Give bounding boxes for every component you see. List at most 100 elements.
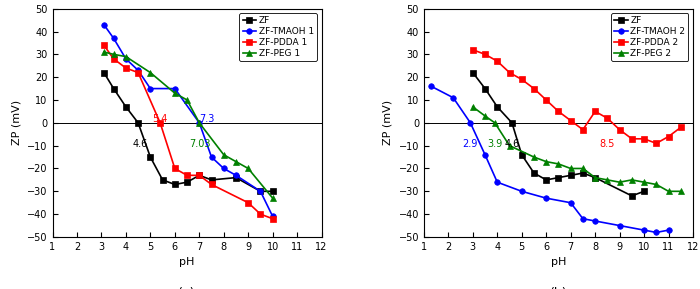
Text: 3.9: 3.9 <box>487 139 503 149</box>
ZF-PDDA 1 <box>256 212 265 216</box>
ZF-TMAOH 2 <box>591 219 599 223</box>
ZF-TMAOH 1 <box>134 68 142 72</box>
ZF <box>99 71 108 74</box>
ZF-TMAOH 1 <box>220 167 228 170</box>
ZF-PEG 1 <box>232 160 240 163</box>
ZF-TMAOH 1 <box>171 87 179 90</box>
ZF <box>554 176 563 179</box>
ZF <box>171 183 179 186</box>
ZF-PDDA 2 <box>603 116 612 120</box>
ZF-PEG 2 <box>664 190 673 193</box>
ZF-PEG 1 <box>220 153 228 157</box>
ZF-PEG 1 <box>99 50 108 54</box>
ZF-PDDA 2 <box>468 48 477 51</box>
Text: 4.6: 4.6 <box>133 139 148 149</box>
ZF <box>579 171 587 175</box>
ZF-PDDA 2 <box>517 78 526 81</box>
ZF-PEG 2 <box>530 155 538 159</box>
ZF-TMAOH 2 <box>640 228 648 232</box>
ZF-PEG 2 <box>468 105 477 109</box>
ZF <box>481 87 489 90</box>
ZF <box>256 190 265 193</box>
Text: (b): (b) <box>550 287 567 289</box>
ZF <box>640 190 648 193</box>
ZF-TMAOH 2 <box>517 190 526 193</box>
ZF-TMAOH 1 <box>207 155 216 159</box>
ZF-PDDA 1 <box>171 167 179 170</box>
ZF-PDDA 1 <box>99 43 108 47</box>
ZF-PDDA 2 <box>615 128 624 131</box>
ZF-PDDA 2 <box>530 87 538 90</box>
Line: ZF-PDDA 2: ZF-PDDA 2 <box>470 47 683 146</box>
ZF <box>158 178 167 182</box>
Line: ZF-TMAOH 2: ZF-TMAOH 2 <box>428 84 671 235</box>
Text: 4.6: 4.6 <box>504 139 519 149</box>
ZF <box>122 105 130 109</box>
ZF-PDDA 1 <box>269 217 277 221</box>
ZF-PEG 1 <box>269 197 277 200</box>
ZF <box>468 71 477 74</box>
ZF-PDDA 2 <box>579 128 587 131</box>
ZF-PDDA 1 <box>195 174 204 177</box>
ZF-PEG 2 <box>542 160 550 163</box>
ZF-TMAOH 2 <box>664 228 673 232</box>
ZF <box>195 174 204 177</box>
Text: 7.03: 7.03 <box>189 139 211 149</box>
ZF-TMAOH 2 <box>579 217 587 221</box>
ZF-TMAOH 2 <box>542 197 550 200</box>
ZF-PDDA 2 <box>591 110 599 113</box>
ZF <box>508 121 516 125</box>
Y-axis label: ZP (mV): ZP (mV) <box>383 100 393 145</box>
Line: ZF: ZF <box>101 70 276 194</box>
ZF-PEG 2 <box>640 180 648 184</box>
ZF-TMAOH 2 <box>615 224 624 227</box>
ZF <box>183 180 191 184</box>
ZF-PEG 2 <box>615 180 624 184</box>
ZF-TMAOH 2 <box>449 96 457 99</box>
ZF-PEG 1 <box>171 91 179 95</box>
ZF <box>493 105 501 109</box>
ZF <box>134 121 142 125</box>
ZF-PDDA 2 <box>493 60 501 63</box>
ZF-PDDA 1 <box>183 174 191 177</box>
ZF-PEG 2 <box>481 114 489 118</box>
ZF-PDDA 1 <box>207 183 216 186</box>
ZF-PEG 2 <box>677 190 685 193</box>
ZF-PDDA 2 <box>628 137 636 140</box>
ZF-PDDA 2 <box>481 53 489 56</box>
ZF-PEG 2 <box>652 183 661 186</box>
ZF-TMAOH 1 <box>256 190 265 193</box>
ZF-PEG 2 <box>566 167 575 170</box>
Line: ZF: ZF <box>470 70 647 199</box>
ZF-PEG 2 <box>505 144 514 147</box>
ZF-PEG 2 <box>603 178 612 182</box>
ZF-PEG 1 <box>195 121 204 125</box>
ZF-PDDA 2 <box>554 110 563 113</box>
ZF <box>530 171 538 175</box>
ZF-PEG 1 <box>122 55 130 58</box>
ZF-PEG 1 <box>109 53 118 56</box>
ZF <box>232 176 240 179</box>
ZF <box>566 174 575 177</box>
X-axis label: pH: pH <box>551 257 566 267</box>
ZF-TMAOH 1 <box>232 174 240 177</box>
ZF-PDDA 1 <box>134 71 142 74</box>
Text: (a): (a) <box>178 287 196 289</box>
Text: 7.3: 7.3 <box>199 114 214 124</box>
ZF-PDDA 2 <box>664 135 673 138</box>
ZF-PEG 2 <box>554 162 563 166</box>
ZF-TMAOH 2 <box>427 85 435 88</box>
ZF <box>207 178 216 182</box>
ZF-TMAOH 2 <box>466 121 475 125</box>
ZF-PDDA 1 <box>122 66 130 70</box>
ZF-PEG 2 <box>628 178 636 182</box>
Line: ZF-PEG 1: ZF-PEG 1 <box>101 49 276 201</box>
ZF-TMAOH 1 <box>269 215 277 218</box>
ZF <box>146 155 155 159</box>
ZF-PDDA 1 <box>156 121 164 125</box>
ZF-PEG 1 <box>183 98 191 102</box>
ZF-PDDA 2 <box>652 142 661 145</box>
ZF-PEG 2 <box>591 176 599 179</box>
ZF-PEG 1 <box>146 71 155 74</box>
Legend: ZF, ZF-TMAOH 2, ZF-PDDA 2, ZF-PEG 2: ZF, ZF-TMAOH 2, ZF-PDDA 2, ZF-PEG 2 <box>611 13 689 61</box>
